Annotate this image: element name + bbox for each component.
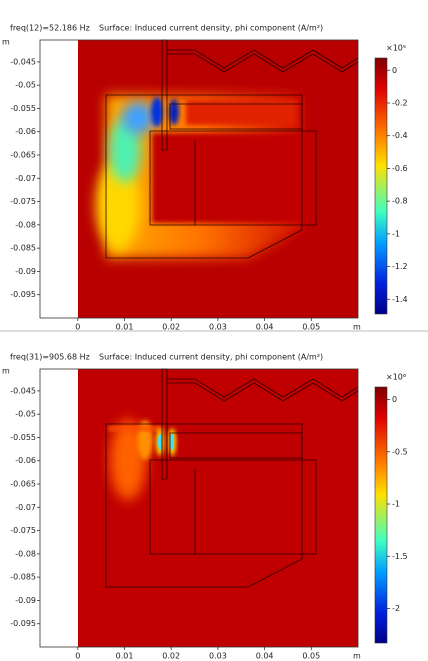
x-tick-label: 0.05 (302, 652, 320, 661)
y-unit: m (2, 367, 10, 376)
freq-label: freq(12)=52.186 Hz (10, 24, 90, 33)
colorbar-multiplier: ×10⁵ (386, 44, 406, 53)
x-unit: m (353, 323, 361, 332)
colorbar-tick-label: -1.5 (392, 552, 408, 561)
x-tick-label: 0.03 (209, 323, 227, 332)
y-tick-label: -0.06 (15, 127, 36, 136)
slot (169, 432, 303, 459)
shield (167, 49, 359, 69)
coil (149, 130, 317, 226)
plot-title: Surface: Induced current density, phi co… (99, 24, 323, 33)
y-tick-label: -0.08 (15, 220, 36, 229)
y-tick-label: -0.055 (10, 104, 36, 113)
y-tick-label: -0.065 (10, 151, 36, 160)
colorbar-tick-label: -0.2 (392, 98, 408, 107)
x-tick-label: 0 (75, 323, 80, 332)
x-tick-label: 0 (75, 652, 80, 661)
y-tick-label: -0.045 (10, 386, 36, 395)
colorbar-tick-label: -0.4 (392, 131, 408, 140)
y-tick-label: -0.095 (10, 619, 36, 628)
y-tick-label: -0.05 (15, 81, 36, 90)
x-unit: m (353, 652, 361, 661)
colorbar-tick-label: -0.5 (392, 447, 408, 456)
geometry (105, 368, 359, 588)
colorbar (374, 57, 388, 315)
shield-inner (167, 53, 359, 73)
y-tick-label: -0.08 (15, 549, 36, 558)
field-0 (78, 40, 358, 318)
x-tick-label: 0.01 (116, 652, 134, 661)
x-tick-label: 0.02 (162, 652, 180, 661)
y-tick-label: -0.05 (15, 410, 36, 419)
colorbar-tick-label: -0.8 (392, 197, 408, 206)
y-tick-label: -0.075 (10, 197, 36, 206)
x-tick-label: 0.04 (256, 323, 274, 332)
x-tick-label: 0.04 (256, 652, 274, 661)
colorbar-multiplier: ×10⁶ (386, 373, 406, 382)
outer-boundary (105, 423, 303, 588)
plot-frame (39, 39, 359, 319)
y-tick-label: -0.055 (10, 433, 36, 442)
plot-title: Surface: Induced current density, phi co… (99, 353, 323, 362)
y-unit: m (2, 38, 10, 47)
colorbar-tick-label: -2 (392, 604, 400, 613)
outer-boundary (105, 94, 303, 259)
colorbar-tick-label: 0 (392, 395, 397, 404)
colorbar-tick-label: -1 (392, 500, 400, 509)
y-tick-label: -0.075 (10, 526, 36, 535)
y-tick-label: -0.065 (10, 480, 36, 489)
x-tick-label: 0.01 (116, 323, 134, 332)
field-1 (78, 369, 358, 647)
y-tick-label: -0.095 (10, 290, 36, 299)
geometry (105, 39, 359, 259)
y-tick-label: -0.06 (15, 456, 36, 465)
y-tick-label: -0.085 (10, 244, 36, 253)
colorbar-tick-label: -0.6 (392, 164, 408, 173)
y-tick-label: -0.045 (10, 57, 36, 66)
x-tick-label: 0.03 (209, 652, 227, 661)
shield (167, 378, 359, 398)
colorbar-tick-label: -1.2 (392, 262, 408, 271)
slot (169, 103, 303, 130)
y-tick-label: -0.07 (15, 174, 36, 183)
colorbar-tick-label: -1 (392, 229, 400, 238)
freq-label: freq(31)=905.68 Hz (10, 353, 90, 362)
colorbar-tick-label: 0 (392, 66, 397, 75)
x-tick-label: 0.05 (302, 323, 320, 332)
y-tick-label: -0.09 (15, 596, 36, 605)
plot-frame (39, 368, 359, 648)
y-tick-label: -0.085 (10, 573, 36, 582)
coil (149, 459, 317, 555)
x-tick-label: 0.02 (162, 323, 180, 332)
colorbar-tick-label: -1.4 (392, 295, 408, 304)
y-tick-label: -0.07 (15, 503, 36, 512)
shield-inner (167, 382, 359, 402)
y-tick-label: -0.09 (15, 267, 36, 276)
colorbar (374, 386, 388, 644)
